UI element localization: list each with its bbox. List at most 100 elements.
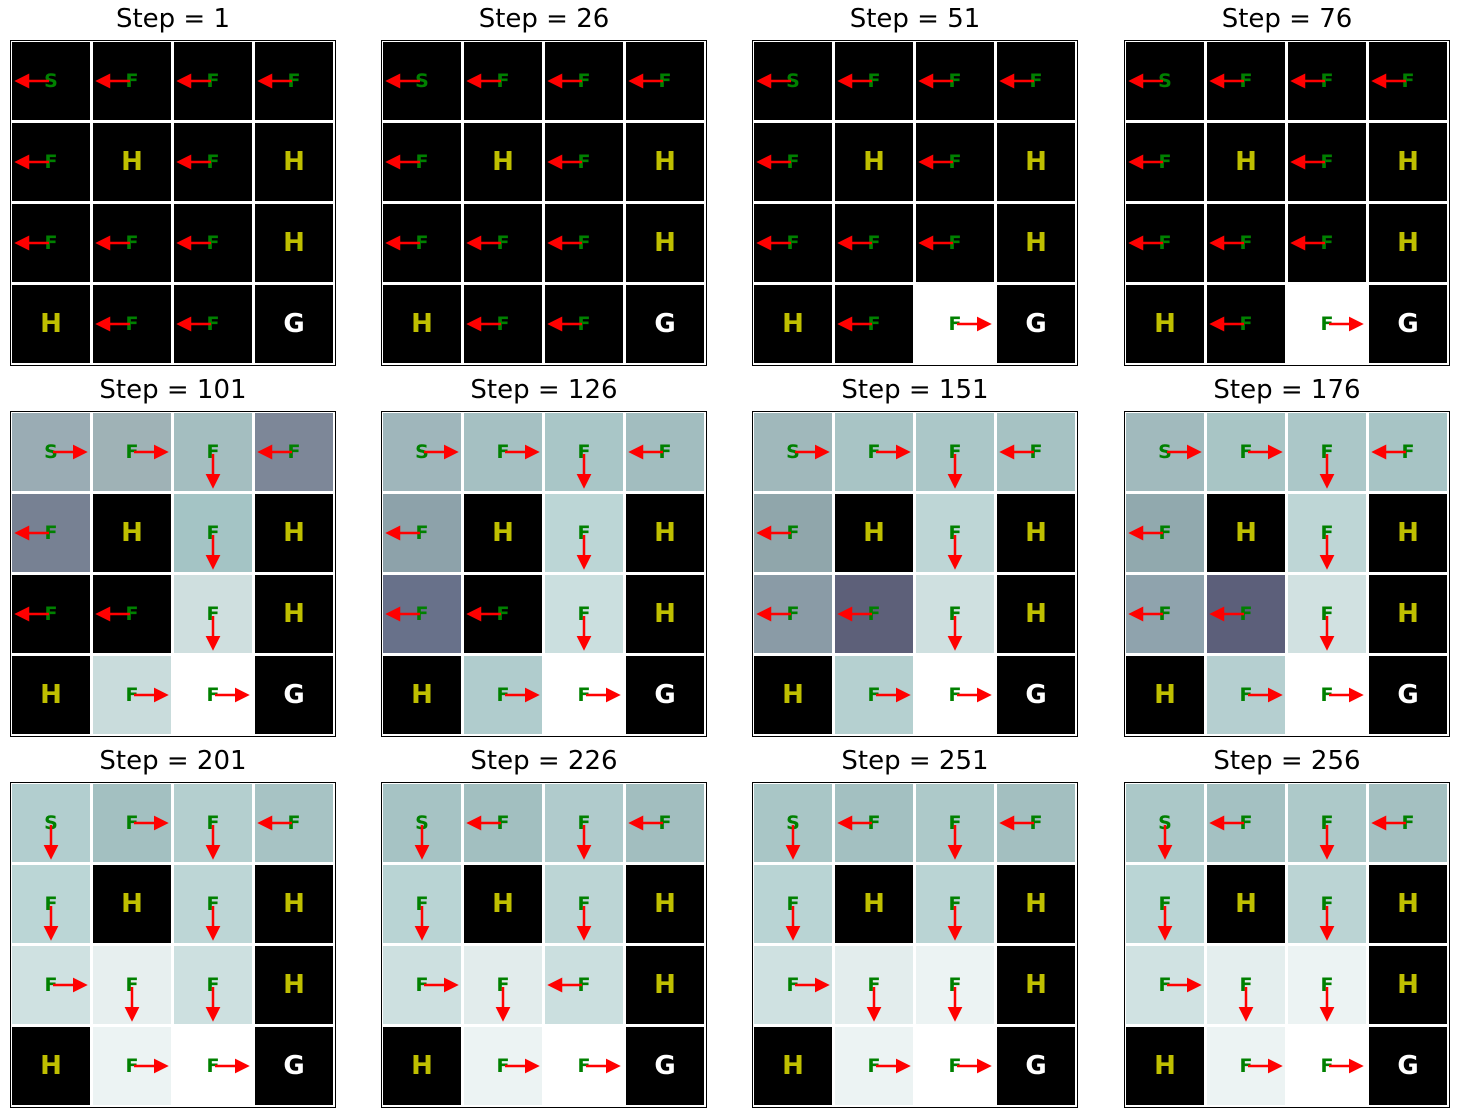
cell-letter-F: F [868,441,881,463]
gridworld-svg: S F F F F H F H F F F H H F F G [1126,413,1447,734]
cell-letter-H: H [1025,147,1047,177]
cell-letter-F: F [949,313,962,335]
cell-letter-F: F [126,70,139,92]
cell-letter-F: F [1240,1055,1253,1077]
gridworld-board: S F F F F H F H F F F H H F F G [752,411,1078,737]
panel-title: Step = 176 [1213,375,1361,405]
cell-letter-F: F [949,684,962,706]
cell-letter-H: H [654,518,676,548]
cell-r2-c3 [997,575,1075,653]
cell-r2-c3 [626,204,704,282]
cell-letter-H: H [283,970,305,1000]
cell-letter-F: F [787,893,800,915]
panel-title: Step = 101 [99,375,247,405]
cell-letter-F: F [207,522,220,544]
cell-letter-H: H [283,518,305,548]
cell-letter-F: F [949,812,962,834]
cell-letter-H: H [1397,147,1419,177]
cell-letter-F: F [659,812,672,834]
gridworld-svg: S F F F F H F H F F F H H F F G [1126,784,1447,1105]
cell-letter-F: F [207,603,220,625]
cell-letter-F: F [126,974,139,996]
cell-letter-F: F [1321,603,1334,625]
cell-letter-H: H [283,228,305,258]
gridworld-svg: S F F F F H F H F F F H H F F G [383,413,704,734]
cell-r3-c3 [255,285,333,363]
cell-r3-c0 [12,656,90,734]
cell-letter-F: F [1030,441,1043,463]
cell-letter-H: H [121,889,143,919]
cell-letter-H: H [782,680,804,710]
gridworld-svg: S F F F F H F H F F F H H F F G [1126,42,1447,363]
cell-letter-F: F [1159,232,1172,254]
gridworld-board: S F F F F H F H F F F H H F F G [10,411,336,737]
cell-r3-c0 [1126,1027,1204,1105]
cell-r3-c0 [754,285,832,363]
cell-letter-H: H [283,889,305,919]
cell-r2-c3 [626,575,704,653]
cell-letter-F: F [1240,70,1253,92]
cell-letter-H: H [1235,889,1257,919]
cell-r2-c3 [1369,575,1447,653]
cell-r1-c3 [1369,123,1447,201]
cell-r1-c1 [835,494,913,572]
cell-letter-F: F [787,603,800,625]
cell-letter-H: H [1154,1051,1176,1081]
cell-letter-H: H [121,147,143,177]
grid-panel-step-226: Step = 226 S F F F F H F H F F F H H F F G [381,744,707,1108]
cell-r1-c3 [997,494,1075,572]
cell-r3-c3 [1369,285,1447,363]
cell-letter-F: F [126,684,139,706]
cell-r1-c1 [464,865,542,943]
cell-letter-H: H [1397,518,1419,548]
cell-letter-F: F [497,812,510,834]
cell-letter-F: F [497,441,510,463]
cell-letter-F: F [288,70,301,92]
cell-letter-F: F [868,313,881,335]
cell-letter-F: F [1321,151,1334,173]
cell-letter-F: F [126,441,139,463]
cell-letter-F: F [1402,441,1415,463]
cell-letter-F: F [1402,70,1415,92]
gridworld-svg: S F F F F H F H F F F H H F F G [383,784,704,1105]
cell-letter-H: H [492,518,514,548]
cell-r1-c1 [93,123,171,201]
cell-r3-c0 [383,285,461,363]
cell-letter-F: F [787,232,800,254]
cell-letter-F: F [868,812,881,834]
cell-letter-F: F [1159,522,1172,544]
cell-letter-F: F [416,151,429,173]
cell-letter-H: H [863,889,885,919]
cell-letter-F: F [207,441,220,463]
cell-letter-H: H [1154,680,1176,710]
gridworld-board: S F F F F H F H F F F H H F F G [381,411,707,737]
cell-letter-F: F [949,522,962,544]
cell-r3-c3 [626,285,704,363]
cell-letter-F: F [1321,1055,1334,1077]
cell-letter-H: H [1397,970,1419,1000]
grid-panel-step-1: Step = 1 S F F F F H F H F F F H H F F G [10,2,336,366]
cell-letter-S: S [1158,441,1172,463]
cell-r1-c3 [255,494,333,572]
cell-letter-F: F [207,1055,220,1077]
panel-title: Step = 1 [115,4,231,34]
cell-r1-c3 [626,123,704,201]
cell-letter-F: F [1159,893,1172,915]
cell-letter-S: S [415,812,429,834]
cell-letter-G: G [283,1051,304,1081]
cell-r3-c0 [754,656,832,734]
cell-letter-F: F [416,893,429,915]
cell-letter-F: F [1159,603,1172,625]
cell-letter-H: H [1397,889,1419,919]
cell-letter-F: F [497,603,510,625]
grid-panel-step-26: Step = 26 S F F F F H F H F F F H H F F G [381,2,707,366]
cell-letter-F: F [1321,522,1334,544]
cell-letter-F: F [1321,812,1334,834]
cell-letter-F: F [416,974,429,996]
cell-r1-c1 [1207,123,1285,201]
cell-letter-F: F [868,684,881,706]
cell-letter-F: F [578,812,591,834]
cell-letter-F: F [578,70,591,92]
cell-letter-H: H [782,309,804,339]
cell-letter-H: H [411,309,433,339]
